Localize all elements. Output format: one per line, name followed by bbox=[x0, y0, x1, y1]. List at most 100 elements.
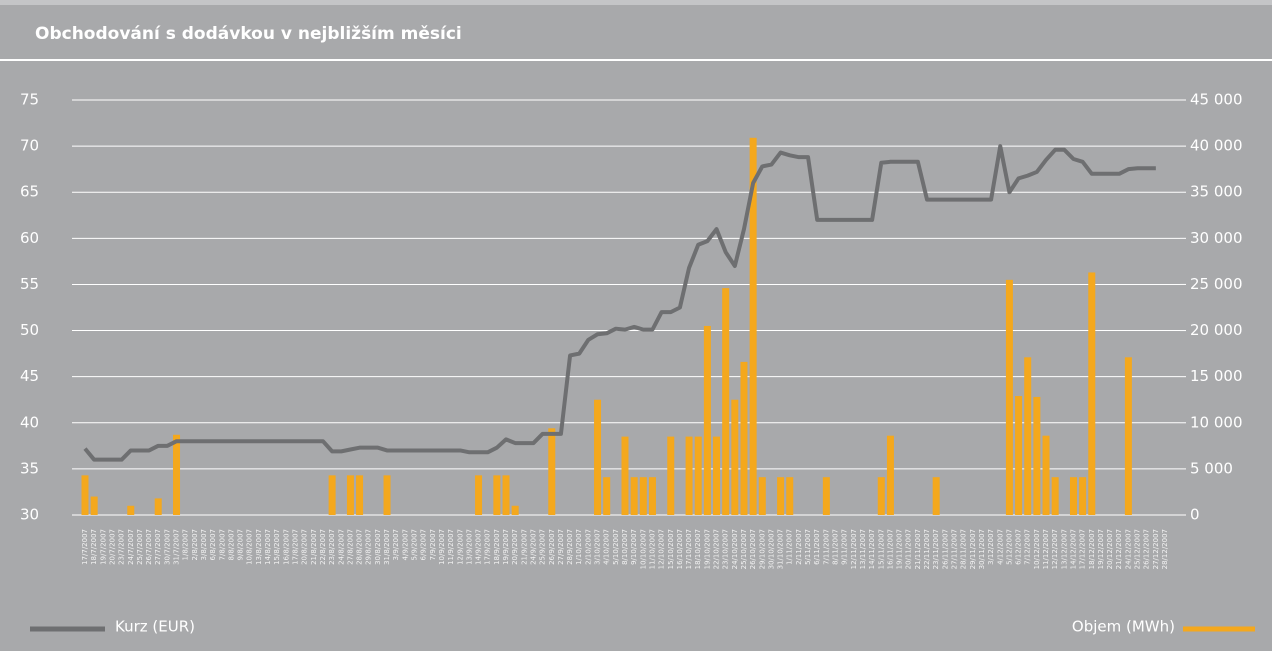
y-tick-label: 50 bbox=[20, 321, 39, 339]
x-tick-label: 3/9/2007 bbox=[392, 529, 400, 560]
bar bbox=[502, 475, 510, 515]
x-tick-label: 6/8/2007 bbox=[209, 529, 217, 560]
x-tick-label: 7/9/2007 bbox=[429, 529, 437, 560]
bar bbox=[603, 477, 611, 515]
x-tick-label: 23/7/2007 bbox=[118, 529, 126, 565]
bar bbox=[667, 436, 675, 515]
x-tick-label: 18/12/2007 bbox=[1088, 529, 1096, 569]
y-tick-label: 65 bbox=[20, 183, 39, 201]
x-tick-label: 12/10/2007 bbox=[658, 529, 666, 569]
x-tick-label: 1/10/2007 bbox=[575, 529, 583, 565]
x-tick-label: 31/8/2007 bbox=[383, 529, 391, 565]
x-tick-label: 3/12/2007 bbox=[987, 529, 995, 565]
bar bbox=[1051, 477, 1059, 515]
x-tick-label: 8/11/2007 bbox=[832, 529, 840, 565]
x-tick-label: 14/8/2007 bbox=[264, 529, 272, 565]
x-tick-label: 5/12/2007 bbox=[1005, 529, 1013, 565]
x-tick-label: 3/10/2007 bbox=[594, 529, 602, 565]
x-tick-label: 9/10/2007 bbox=[630, 529, 638, 565]
x-tick-label: 20/8/2007 bbox=[301, 529, 309, 565]
x-tick-label: 18/7/2007 bbox=[90, 529, 98, 565]
bar bbox=[1015, 396, 1023, 515]
x-tick-label: 5/10/2007 bbox=[612, 529, 620, 565]
x-tick-label: 21/12/2007 bbox=[1115, 529, 1123, 569]
bar bbox=[328, 475, 336, 515]
x-tick-label: 6/11/2007 bbox=[813, 529, 821, 565]
x-tick-label: 17/10/2007 bbox=[685, 529, 693, 569]
x-tick-label: 9/11/2007 bbox=[841, 529, 849, 565]
legend-label: Kurz (EUR) bbox=[115, 618, 195, 636]
y-tick-label: 40 bbox=[20, 413, 39, 431]
y2-tick-label: 25 000 bbox=[1190, 275, 1243, 293]
x-tick-label: 12/9/2007 bbox=[456, 529, 464, 565]
y-tick-label: 60 bbox=[20, 229, 39, 247]
y-tick-label: 75 bbox=[20, 91, 39, 109]
bar bbox=[1042, 435, 1050, 515]
x-tick-label: 4/10/2007 bbox=[603, 529, 611, 565]
x-tick-label: 12/12/2007 bbox=[1051, 529, 1059, 569]
y-tick-label: 35 bbox=[20, 459, 39, 477]
bar bbox=[932, 477, 940, 515]
bar bbox=[1079, 477, 1087, 515]
x-tick-label: 19/10/2007 bbox=[703, 529, 711, 569]
x-tick-label: 14/12/2007 bbox=[1069, 529, 1077, 569]
bar bbox=[356, 475, 364, 515]
x-tick-label: 13/9/2007 bbox=[465, 529, 473, 565]
x-tick-label: 2/10/2007 bbox=[584, 529, 592, 565]
x-tick-label: 25/12/2007 bbox=[1134, 529, 1142, 569]
x-tick-label: 26/11/2007 bbox=[941, 529, 949, 569]
x-tick-label: 5/11/2007 bbox=[804, 529, 812, 565]
x-tick-label: 17/7/2007 bbox=[81, 529, 89, 565]
x-tick-label: 26/9/2007 bbox=[548, 529, 556, 565]
x-tick-label: 6/12/2007 bbox=[1015, 529, 1023, 565]
y2-tick-label: 20 000 bbox=[1190, 321, 1243, 339]
bar bbox=[786, 477, 794, 515]
x-tick-label: 11/10/2007 bbox=[648, 529, 656, 569]
bar bbox=[475, 475, 483, 515]
bar bbox=[1024, 357, 1032, 515]
x-tick-label: 28/12/2007 bbox=[1161, 529, 1169, 569]
x-tick-label: 18/10/2007 bbox=[694, 529, 702, 569]
x-tick-label: 16/11/2007 bbox=[886, 529, 894, 569]
bar bbox=[1069, 477, 1077, 515]
y2-tick-label: 5 000 bbox=[1190, 459, 1233, 477]
bar bbox=[154, 498, 162, 515]
x-tick-label: 13/11/2007 bbox=[859, 529, 867, 569]
x-tick-label: 24/10/2007 bbox=[731, 529, 739, 569]
x-tick-label: 25/9/2007 bbox=[539, 529, 547, 565]
bar bbox=[127, 505, 135, 515]
bar bbox=[886, 435, 894, 515]
x-tick-label: 11/9/2007 bbox=[447, 529, 455, 565]
x-tick-label: 10/10/2007 bbox=[639, 529, 647, 569]
x-tick-label: 23/11/2007 bbox=[932, 529, 940, 569]
bar bbox=[740, 361, 748, 515]
x-tick-label: 27/11/2007 bbox=[950, 529, 958, 569]
x-tick-label: 20/12/2007 bbox=[1106, 529, 1114, 569]
bar bbox=[1033, 396, 1041, 515]
x-tick-label: 13/8/2007 bbox=[255, 529, 263, 565]
chart-title: Obchodování s dodávkou v nejbližším měsí… bbox=[35, 24, 462, 44]
x-tick-label: 31/7/2007 bbox=[173, 529, 181, 565]
x-tick-label: 4/12/2007 bbox=[996, 529, 1004, 565]
bar bbox=[81, 475, 89, 515]
x-tick-label: 29/8/2007 bbox=[365, 529, 373, 565]
x-tick-label: 21/9/2007 bbox=[520, 529, 528, 565]
x-tick-label: 23/10/2007 bbox=[722, 529, 730, 569]
bar bbox=[694, 436, 702, 515]
y2-tick-label: 15 000 bbox=[1190, 367, 1243, 385]
x-tick-label: 28/11/2007 bbox=[960, 529, 968, 569]
x-tick-label: 7/8/2007 bbox=[218, 529, 226, 560]
bar bbox=[548, 428, 556, 515]
bar bbox=[493, 475, 501, 515]
bar bbox=[621, 436, 629, 515]
x-tick-label: 1/8/2007 bbox=[182, 529, 190, 560]
y2-tick-label: 30 000 bbox=[1190, 229, 1243, 247]
x-tick-label: 10/8/2007 bbox=[246, 529, 254, 565]
x-tick-label: 16/8/2007 bbox=[282, 529, 290, 565]
x-tick-label: 2/8/2007 bbox=[191, 529, 199, 560]
x-tick-label: 28/9/2007 bbox=[566, 529, 574, 565]
x-tick-label: 27/9/2007 bbox=[557, 529, 565, 565]
x-tick-label: 22/8/2007 bbox=[319, 529, 327, 565]
x-tick-label: 21/11/2007 bbox=[914, 529, 922, 569]
